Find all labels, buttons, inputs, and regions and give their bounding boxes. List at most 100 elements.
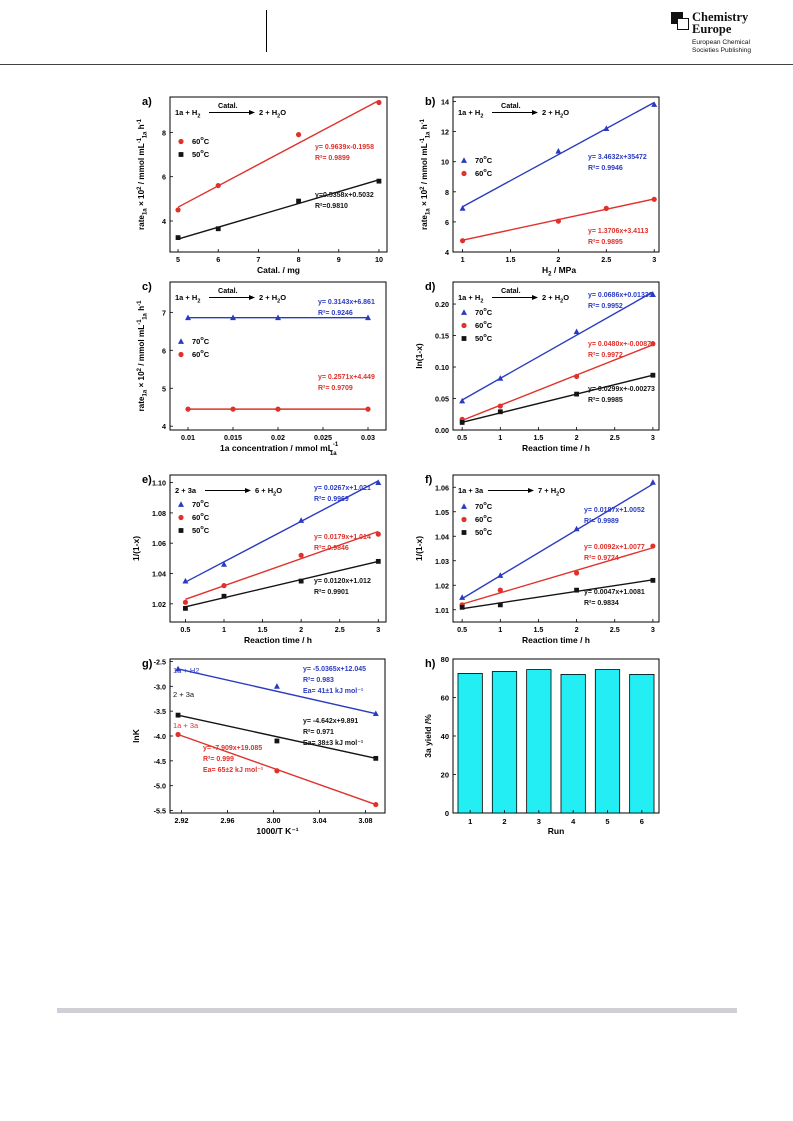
series-label: 1a + H2	[173, 666, 199, 675]
reaction-catalyst: Catal.	[218, 286, 238, 295]
y-tick-label: 1.06	[152, 539, 166, 548]
x-tick-label: 2.5	[610, 433, 620, 442]
plot-frame	[452, 474, 660, 623]
panel-f: f) 0.5 1 1.5 2 2.5 3 1.01 1.02 1.03 1.04 1.05 1.06 Re…	[414, 474, 660, 645]
legend-label: 60oC	[475, 514, 493, 524]
data-point	[215, 226, 221, 232]
data-point	[497, 587, 503, 593]
legend-label: 60oC	[192, 512, 210, 522]
x-tick-label: 0.5	[457, 433, 467, 442]
x-axis-label: Reaction time / h	[522, 443, 590, 453]
arrow-head-icon	[528, 488, 534, 493]
data-point	[221, 561, 227, 567]
data-point	[295, 132, 302, 138]
panel-label: b)	[425, 96, 436, 108]
y-tick-label: 1.06	[435, 483, 449, 492]
x-tick-label: 2	[556, 255, 560, 264]
data-point	[185, 314, 191, 321]
publisher-line2: Societies Publishing	[692, 47, 752, 54]
data-point	[650, 543, 656, 549]
reaction-products: 7 + H2O	[538, 486, 565, 498]
fit-r-squared: R²= 0.971	[303, 729, 334, 736]
fit-r-squared: R²= 0.9969	[314, 496, 349, 503]
legend-label: 70oC	[475, 307, 493, 317]
x-tick-label: 0.015	[224, 433, 242, 442]
y-tick-label: 12	[441, 128, 449, 137]
y-tick-label: 1.02	[152, 600, 166, 609]
panel-g: g) 2.92 2.96 3.00 3.04 3.08 -5.5 -5.0 -4.5 -4.0 -3…	[131, 657, 386, 836]
data-point	[365, 314, 371, 321]
y-tick-label: 1.04	[152, 570, 166, 579]
y-tick-label: 0.15	[435, 332, 449, 341]
activation-energy: Ea= 38±3 kJ mol⁻¹	[303, 740, 364, 747]
y-tick-label: -4.5	[154, 757, 166, 766]
x-axis-label: 1000/T K⁻¹	[256, 826, 298, 836]
data-point	[574, 391, 579, 397]
legend-marker	[461, 170, 467, 177]
x-tick-label: 3	[651, 433, 655, 442]
data-point	[373, 755, 379, 761]
fit-equation: y= 0.0047x+1.0081	[584, 589, 645, 596]
x-tick-label: 2	[575, 433, 579, 442]
fit-equation: y= 0.0187x+1.0052	[584, 507, 645, 514]
fit-line	[461, 547, 654, 605]
y-tick-label: 6	[162, 346, 166, 355]
fit-equation: y= -7.909x+19.085	[203, 745, 262, 752]
fit-line	[185, 530, 379, 601]
fit-equation: y= 0.0267x+1.021	[314, 485, 371, 492]
data-point	[497, 375, 504, 381]
data-point	[175, 207, 181, 213]
data-point	[497, 602, 503, 608]
x-tick-label: 0.5	[180, 625, 190, 634]
data-point	[573, 525, 580, 532]
activation-energy: Ea= 65±2 kJ mol⁻¹	[203, 767, 264, 774]
data-point	[459, 594, 466, 600]
bar-run-6	[629, 674, 655, 814]
x-axis-label: Catal. / mg	[257, 265, 300, 275]
x-tick-label: 2.5	[335, 625, 345, 634]
arrow-head-icon	[532, 110, 538, 115]
arrow-head-icon	[532, 295, 538, 300]
panel-b: b) 1 1.5 2 2.5 3 4 6 8 10 12 14 H2 / MPa rate1a × 102…	[420, 96, 660, 278]
data-point	[651, 196, 657, 202]
x-tick-label: 5	[176, 255, 180, 264]
legend-label: 60oC	[192, 349, 210, 359]
x-tick-label: 5	[605, 817, 609, 826]
y-tick-label: 0.20	[435, 300, 449, 309]
x-tick-label: 3.04	[312, 816, 326, 825]
reaction-reactants: 2 + 3a	[175, 486, 197, 495]
x-tick-label: 0.02	[271, 433, 285, 442]
panel-label: e)	[142, 474, 152, 486]
legend-marker	[178, 514, 184, 521]
x-tick-label: 2.5	[610, 625, 620, 634]
data-point	[298, 578, 304, 584]
reaction-products: 2 + H2O	[259, 293, 286, 305]
fit-r-squared: R²= 0.9946	[588, 165, 623, 172]
plot-frame	[169, 658, 386, 814]
y-tick-label: 5	[162, 384, 166, 393]
y-axis-label: 1/(1-x)	[131, 536, 141, 561]
data-point	[650, 341, 656, 347]
reaction-catalyst: Catal.	[501, 286, 521, 295]
x-tick-label: 8	[297, 255, 301, 264]
data-point	[275, 314, 281, 321]
data-point	[497, 403, 503, 409]
panel-label: g)	[142, 658, 153, 670]
x-tick-label: 2	[502, 817, 506, 826]
y-tick-label: -5.0	[154, 782, 166, 791]
x-axis-label: Reaction time / h	[522, 635, 590, 645]
y-tick-label: 0.05	[435, 395, 449, 404]
y-axis-label: rate1a × 102 / mmol mL-11a h-1	[137, 300, 149, 412]
legend-marker	[178, 501, 184, 507]
fit-equation: y= -4.642x+9.891	[303, 718, 358, 725]
plot-frame	[169, 474, 387, 623]
data-point	[497, 572, 504, 578]
x-tick-label: 3	[376, 625, 380, 634]
legend-label: 60oC	[475, 168, 493, 178]
data-point	[182, 577, 189, 584]
fit-r-squared: R²= 0.9989	[584, 518, 619, 525]
data-point	[274, 738, 280, 744]
legend-marker	[178, 351, 184, 358]
legend-label: 50oC	[475, 527, 493, 537]
panel-label: c)	[142, 281, 152, 293]
